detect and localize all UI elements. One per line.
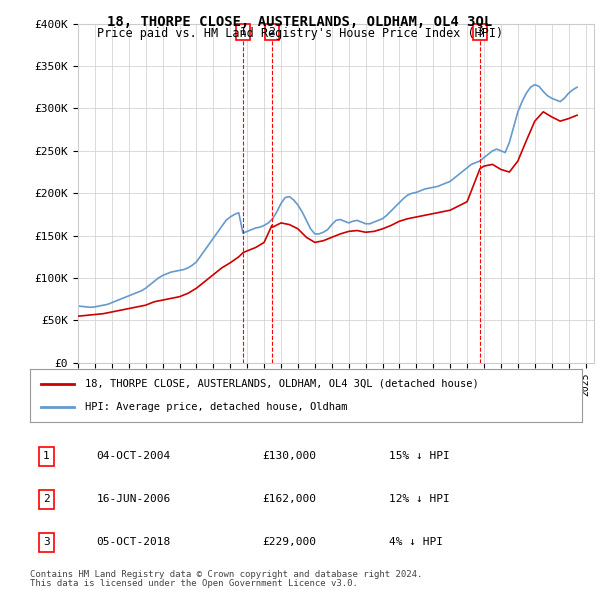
Text: 1: 1 [43, 451, 50, 461]
Text: 18, THORPE CLOSE, AUSTERLANDS, OLDHAM, OL4 3QL (detached house): 18, THORPE CLOSE, AUSTERLANDS, OLDHAM, O… [85, 379, 479, 389]
Text: 18, THORPE CLOSE, AUSTERLANDS, OLDHAM, OL4 3QL: 18, THORPE CLOSE, AUSTERLANDS, OLDHAM, O… [107, 15, 493, 29]
Text: Contains HM Land Registry data © Crown copyright and database right 2024.: Contains HM Land Registry data © Crown c… [30, 570, 422, 579]
Text: 16-JUN-2006: 16-JUN-2006 [96, 494, 170, 504]
Text: 04-OCT-2004: 04-OCT-2004 [96, 451, 170, 461]
Text: 2: 2 [43, 494, 50, 504]
Text: £229,000: £229,000 [262, 537, 316, 548]
Text: 15% ↓ HPI: 15% ↓ HPI [389, 451, 449, 461]
Text: This data is licensed under the Open Government Licence v3.0.: This data is licensed under the Open Gov… [30, 579, 358, 588]
Text: 2: 2 [268, 27, 275, 37]
Text: Price paid vs. HM Land Registry's House Price Index (HPI): Price paid vs. HM Land Registry's House … [97, 27, 503, 40]
Text: HPI: Average price, detached house, Oldham: HPI: Average price, detached house, Oldh… [85, 402, 348, 412]
Text: 1: 1 [239, 27, 247, 37]
Text: 3: 3 [43, 537, 50, 548]
Text: 05-OCT-2018: 05-OCT-2018 [96, 537, 170, 548]
Text: 12% ↓ HPI: 12% ↓ HPI [389, 494, 449, 504]
Text: 4% ↓ HPI: 4% ↓ HPI [389, 537, 443, 548]
Text: 3: 3 [476, 27, 484, 37]
Text: £162,000: £162,000 [262, 494, 316, 504]
Text: £130,000: £130,000 [262, 451, 316, 461]
